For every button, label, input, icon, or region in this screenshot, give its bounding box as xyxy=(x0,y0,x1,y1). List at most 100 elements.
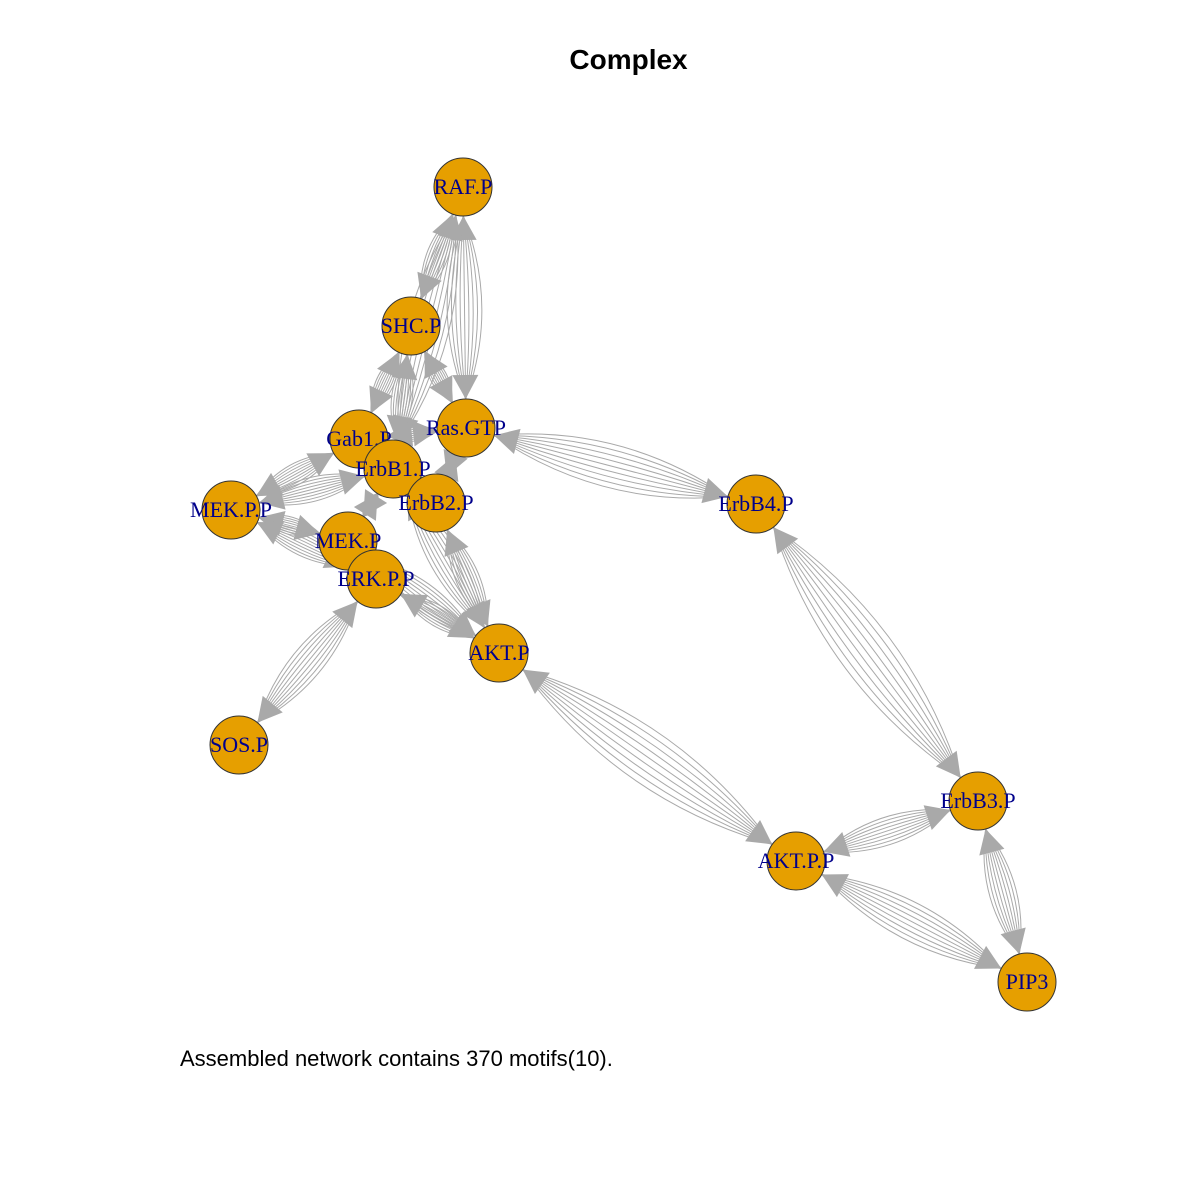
edge-arrowhead-target xyxy=(701,477,728,504)
edge-line xyxy=(522,669,773,845)
edge-line xyxy=(494,434,729,498)
edge-bundle-erk-p-p-to-akt-p xyxy=(400,593,475,639)
edge-arrowhead-target xyxy=(974,945,1002,969)
node-erbb3-p: ErbB3.P xyxy=(940,771,1016,831)
edge-arrowhead-target xyxy=(823,832,851,857)
edge-arrowhead-source xyxy=(444,529,469,557)
edge-line xyxy=(821,874,1002,970)
node-label: AKT.P xyxy=(468,640,529,665)
edge-line xyxy=(522,669,773,845)
edge-arrowhead-target xyxy=(935,750,961,778)
node-label: ERK.P.P xyxy=(337,566,414,591)
edge-line xyxy=(522,669,773,845)
edge-line xyxy=(493,434,728,498)
node-label: MEK.P xyxy=(315,528,382,553)
edge-arrowhead-target xyxy=(387,420,414,447)
node-circle xyxy=(381,296,441,356)
node-sos-p: SOS.P xyxy=(209,715,269,775)
node-label: ErbB1.P xyxy=(355,456,430,481)
edge-bundle-erbb3-p-to-pip3 xyxy=(979,828,1026,955)
node-akt-p-p: AKT.P.P xyxy=(758,831,835,891)
edge-bundle-raf-p-to-ras-gtp xyxy=(446,215,483,400)
edge-bundle-erbb3-p-to-akt-p-p xyxy=(823,805,951,857)
edge-line xyxy=(821,873,1002,969)
node-ras-gtp: Ras.GTP xyxy=(426,398,506,458)
edge-arrowhead-source xyxy=(391,354,418,381)
edge-arrowhead-target xyxy=(386,414,413,441)
node-circle xyxy=(433,157,493,217)
node-circle xyxy=(726,474,786,534)
edge-line xyxy=(821,874,1002,970)
edge-line xyxy=(493,434,728,498)
edge-line xyxy=(399,215,457,442)
edges-layer xyxy=(255,213,1026,970)
edge-arrowhead-source xyxy=(411,420,438,447)
node-pip3: PIP3 xyxy=(997,952,1057,1012)
edge-bundle-erbb4-p-to-erbb3-p xyxy=(772,526,962,779)
edge-line xyxy=(522,669,773,845)
node-circle xyxy=(948,771,1008,831)
edge-arrowhead-source xyxy=(522,669,550,695)
edge-arrowhead-target xyxy=(745,819,773,845)
node-label: AKT.P.P xyxy=(758,848,835,873)
node-circle xyxy=(363,439,423,499)
edge-arrowhead-source xyxy=(494,428,521,455)
node-erbb2-p: ErbB2.P xyxy=(398,473,474,533)
edge-bundle-erbb1-p-to-mek-p-p xyxy=(258,469,366,510)
node-label: SHC.P xyxy=(381,313,442,338)
edge-arrowhead-target xyxy=(369,385,393,413)
edge-line xyxy=(522,669,773,845)
edge-bundle-ras-gtp-to-erbb2-p xyxy=(434,448,468,483)
edge-bundle-erk-p-p-to-sos-p xyxy=(256,600,359,724)
edge-arrowhead-target xyxy=(461,600,485,628)
node-raf-p: RAF.P xyxy=(433,157,493,217)
edge-arrowhead-source xyxy=(332,601,358,629)
edge-line xyxy=(493,434,729,498)
node-label: ErbB3.P xyxy=(940,788,1015,813)
nodes-layer: RAF.PSHC.PRas.GTPGab1.PErbB1.PErbB2.PMEK… xyxy=(190,157,1057,1012)
edge-arrowhead-source xyxy=(437,215,463,242)
node-circle xyxy=(406,473,466,533)
edge-bundle-ras-gtp-to-erbb4-p xyxy=(493,428,729,504)
edge-arrowhead-target xyxy=(257,695,283,723)
node-mek-p-p: MEK.P.P xyxy=(190,480,272,540)
edge-line xyxy=(821,873,1002,969)
node-label: Ras.GTP xyxy=(426,415,506,440)
plot-caption: Assembled network contains 370 motifs(10… xyxy=(180,1046,613,1071)
edge-line xyxy=(773,526,962,778)
edge-arrowhead-target xyxy=(259,484,286,510)
edge-line xyxy=(772,527,961,779)
node-label: ErbB4.P xyxy=(718,491,793,516)
node-circle xyxy=(997,952,1057,1012)
node-circle xyxy=(346,549,406,609)
edge-arrowhead-source xyxy=(353,493,378,521)
edge-line xyxy=(821,873,1002,969)
edge-line xyxy=(494,433,729,498)
edge-arrowhead-source xyxy=(821,874,849,898)
node-circle xyxy=(209,715,269,775)
edge-arrowhead-target xyxy=(446,614,475,639)
node-label: PIP3 xyxy=(1006,969,1049,994)
edge-bundle-erbb1-p-to-mek-p xyxy=(353,489,388,521)
edge-line xyxy=(821,874,1002,970)
edge-arrowhead-source xyxy=(979,828,1005,856)
edge-arrowhead-source xyxy=(434,454,459,483)
edge-line xyxy=(821,873,1002,969)
edge-bundle-ras-gtp-to-gab1-p xyxy=(387,420,438,447)
edge-line xyxy=(493,434,729,498)
edge-line xyxy=(494,434,729,498)
edge-line xyxy=(821,874,1002,970)
edge-line xyxy=(821,874,1002,969)
edge-line xyxy=(493,434,729,498)
edge-line xyxy=(399,215,459,442)
edge-arrowhead-target xyxy=(429,375,453,403)
node-label: RAF.P xyxy=(434,174,493,199)
node-shc-p: SHC.P xyxy=(381,296,442,356)
edge-line xyxy=(462,215,467,400)
edge-line xyxy=(773,526,962,778)
edge-line xyxy=(772,526,962,779)
edge-line xyxy=(522,669,773,845)
edge-arrowhead-target xyxy=(452,374,479,400)
